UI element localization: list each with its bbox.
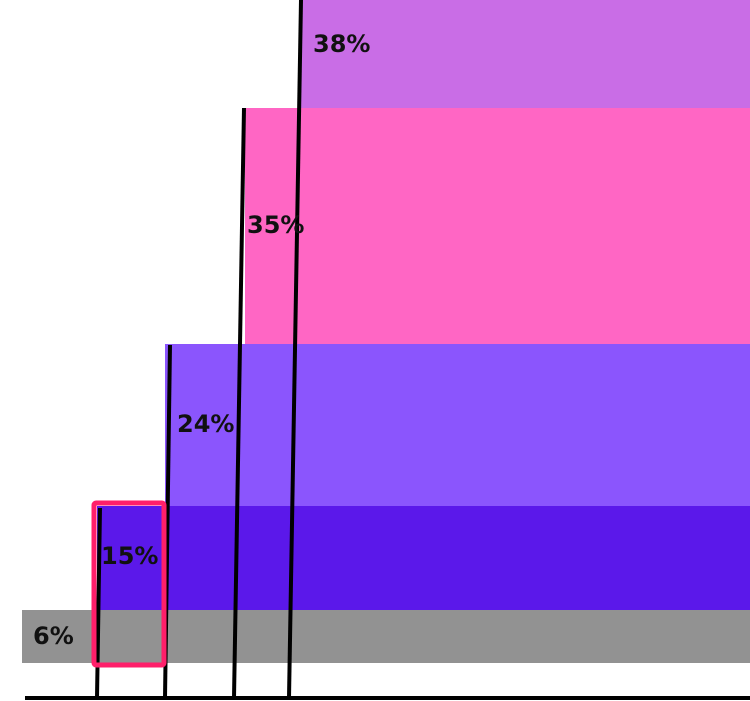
band-label: 38%: [313, 30, 370, 58]
band: [165, 344, 750, 506]
divider-line: [287, 0, 303, 699]
band: [300, 0, 750, 108]
band-label: 15%: [101, 542, 158, 570]
band-label: 35%: [247, 211, 304, 239]
band: [97, 506, 750, 610]
band-label: 6%: [33, 622, 74, 650]
band: [22, 610, 750, 663]
band-label: 24%: [177, 410, 234, 438]
highlight-box: [91, 500, 167, 668]
band: [245, 108, 750, 344]
divider-line: [232, 107, 246, 699]
